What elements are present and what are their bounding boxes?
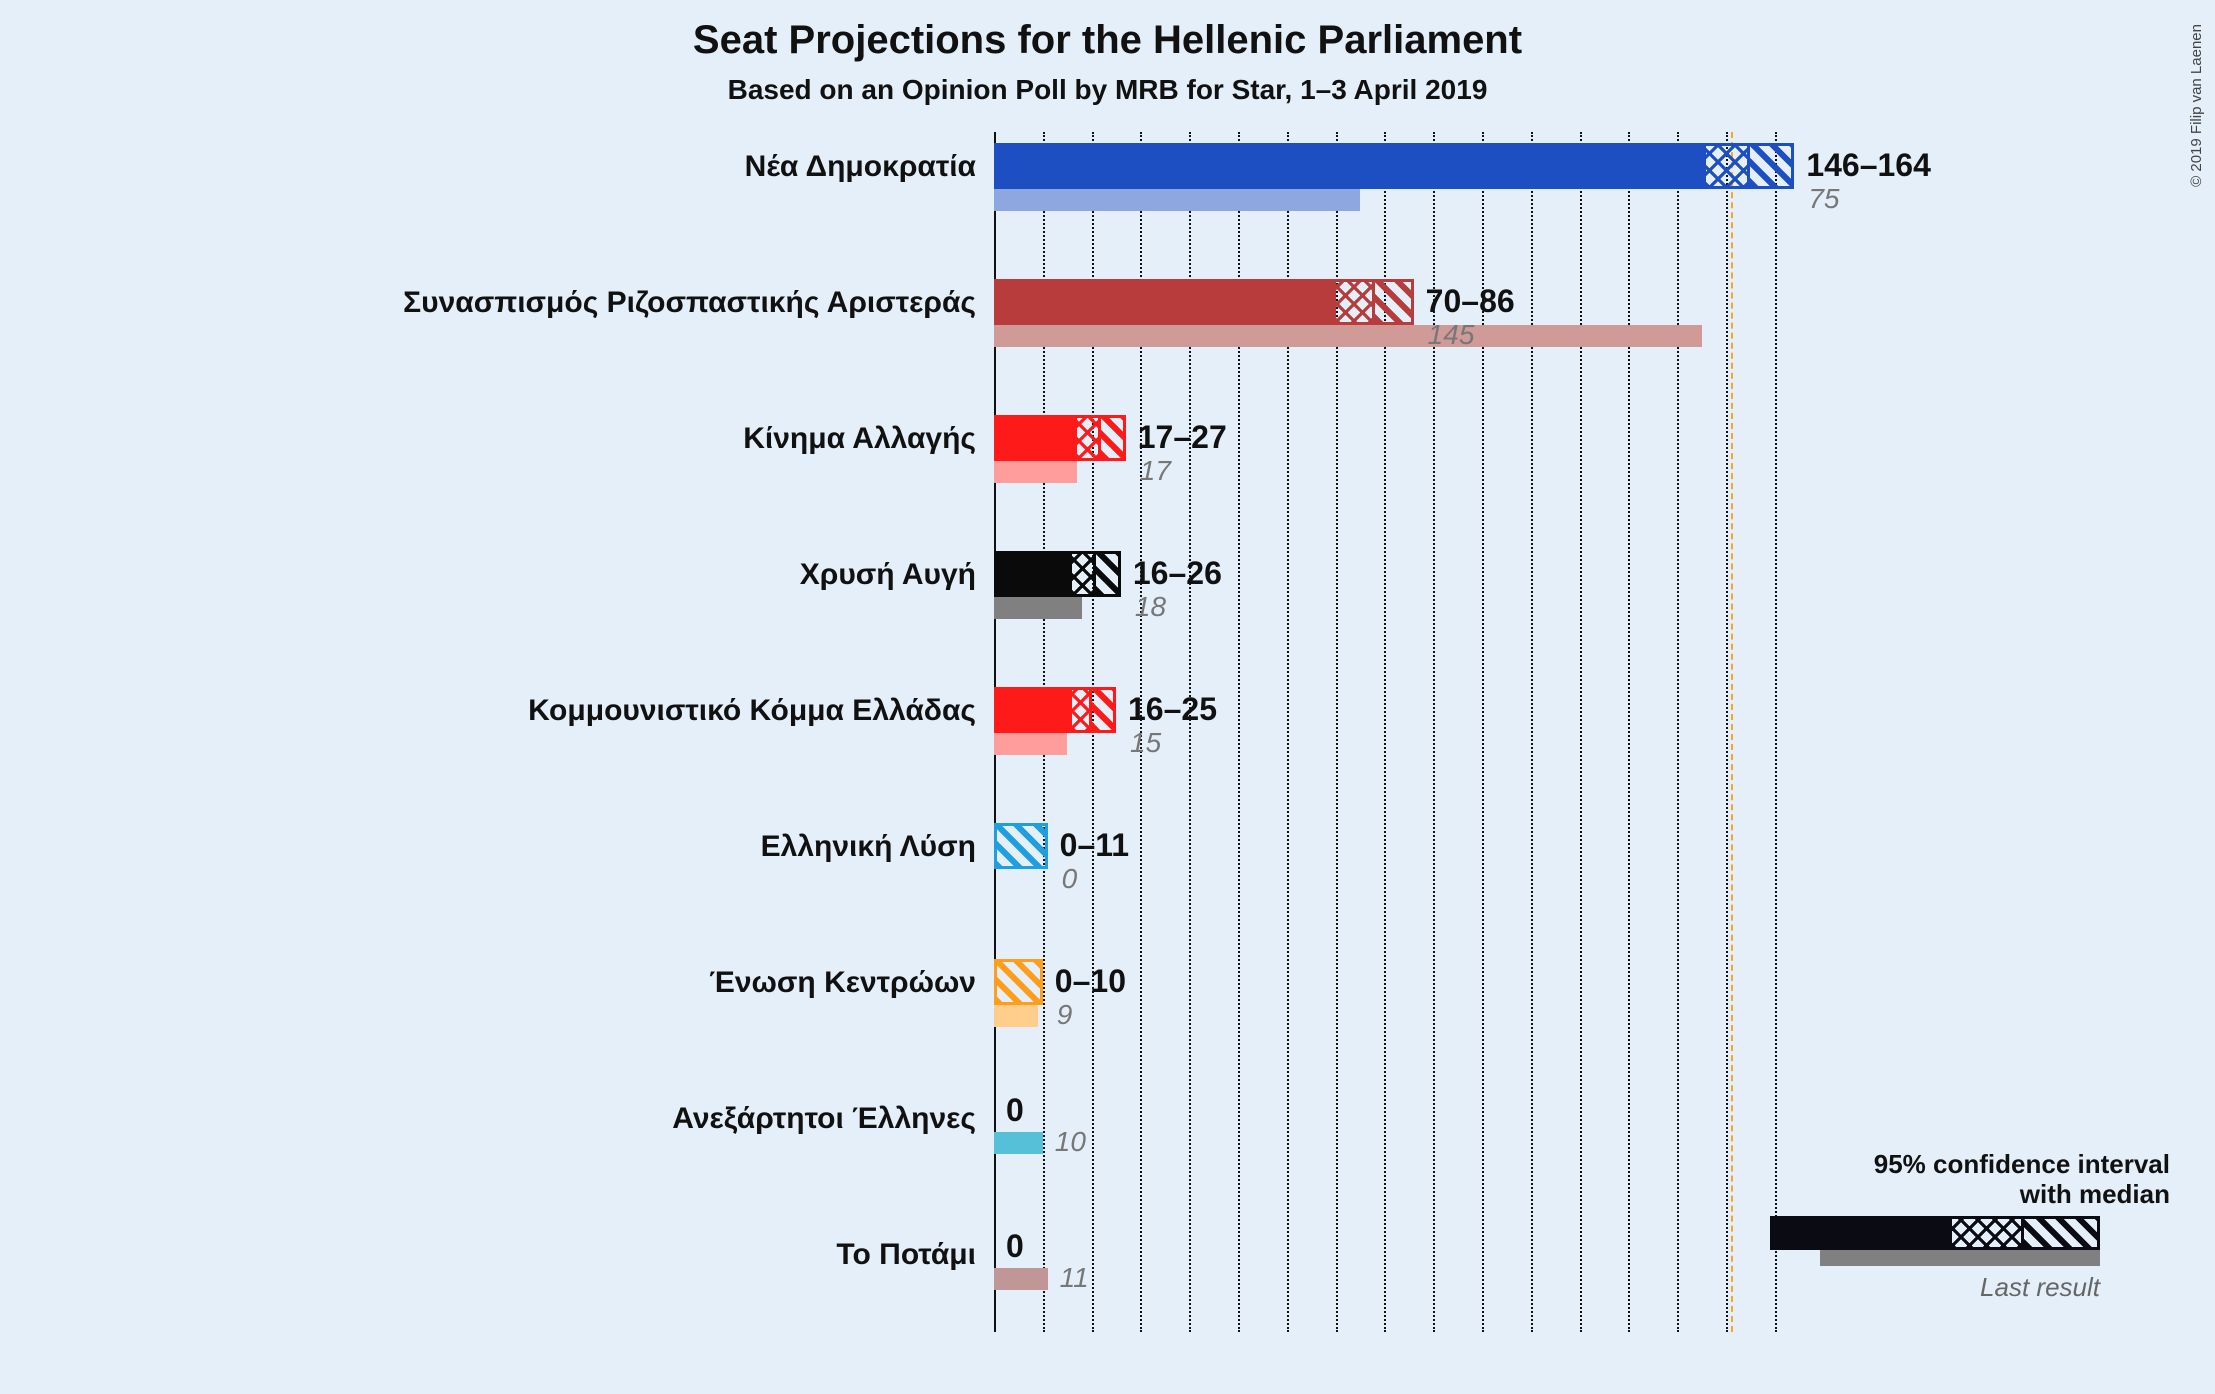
legend-last-result-label: Last result [1770,1272,2100,1303]
bar-diag [1101,415,1125,461]
majority-marker [1731,132,1733,1332]
range-label: 16–25 [1128,691,1217,728]
bar-diag [1750,143,1794,189]
party-label: Ένωση Κεντρώων [709,966,976,1000]
party-label: Το Ποτάμι [836,1238,976,1272]
range-label: 17–27 [1138,419,1227,456]
last-value-label: 15 [1130,727,1161,759]
bar-solid [994,551,1072,597]
range-label: 0–10 [1055,963,1126,1000]
party-label: Κίνημα Αλλαγής [743,422,976,456]
gridline [1677,132,1679,1332]
bar-last-result [994,733,1067,755]
range-label: 16–26 [1133,555,1222,592]
chart-subtitle: Based on an Opinion Poll by MRB for Star… [0,74,2215,106]
bar-last-result [994,461,1077,483]
bar-solid [994,279,1336,325]
bar-diag [994,959,1043,1005]
range-label: 146–164 [1806,147,1931,184]
party-label: Συνασπισμός Ριζοσπαστικής Αριστεράς [403,286,976,320]
party-label: Νέα Δημοκρατία [745,150,976,184]
bar-crosshatch [1336,279,1375,325]
chart-title: Seat Projections for the Hellenic Parlia… [0,18,2215,63]
bar-last-result [994,1005,1038,1027]
last-value-label: 9 [1057,999,1073,1031]
bar-solid [994,415,1077,461]
bar-last-result [994,1132,1043,1154]
party-label: Χρυσή Αυγή [800,558,976,592]
last-value-label: 10 [1055,1126,1086,1158]
bar-last-result [994,597,1082,619]
bar-last-result [994,325,1702,347]
copyright-label: © 2019 Filip van Laenen [2188,24,2205,187]
bar-solid [994,687,1072,733]
bar-crosshatch [1072,687,1092,733]
party-label: Ανεξάρτητοι Έλληνες [672,1102,976,1136]
legend-title: 95% confidence intervalwith median [1770,1150,2170,1210]
last-value-label: 11 [1060,1262,1089,1294]
last-value-label: 145 [1428,319,1475,351]
bar-last-result [994,189,1360,211]
gridline [1628,132,1630,1332]
party-label: Κομμουνιστικό Κόμμα Ελλάδας [528,694,976,728]
bar-last-result [994,1268,1048,1290]
bar-crosshatch [1072,551,1096,597]
range-label: 0 [1006,1092,1024,1129]
range-label: 0–11 [1060,827,1129,864]
gridline [1580,132,1582,1332]
bar-crosshatch [1077,415,1101,461]
party-label: Ελληνική Λύση [761,830,976,864]
chart: Seat Projections for the Hellenic Parlia… [0,0,2215,1394]
bar-diag [1375,279,1414,325]
last-value-label: 17 [1140,455,1171,487]
legend: 95% confidence intervalwith median Last r… [1770,1150,2170,1303]
legend-ci-sample [1770,1216,2170,1272]
range-label: 0 [1006,1228,1024,1265]
gridline [1726,132,1728,1332]
last-value-label: 75 [1808,183,1839,215]
bar-diag [1096,551,1120,597]
bar-diag [994,823,1048,869]
last-value-label: 18 [1135,591,1166,623]
range-label: 70–86 [1426,283,1515,320]
bar-diag [1092,687,1116,733]
gridline [1531,132,1533,1332]
bar-crosshatch [1706,143,1750,189]
bar-solid [994,143,1706,189]
last-value-label: 0 [1062,863,1078,895]
